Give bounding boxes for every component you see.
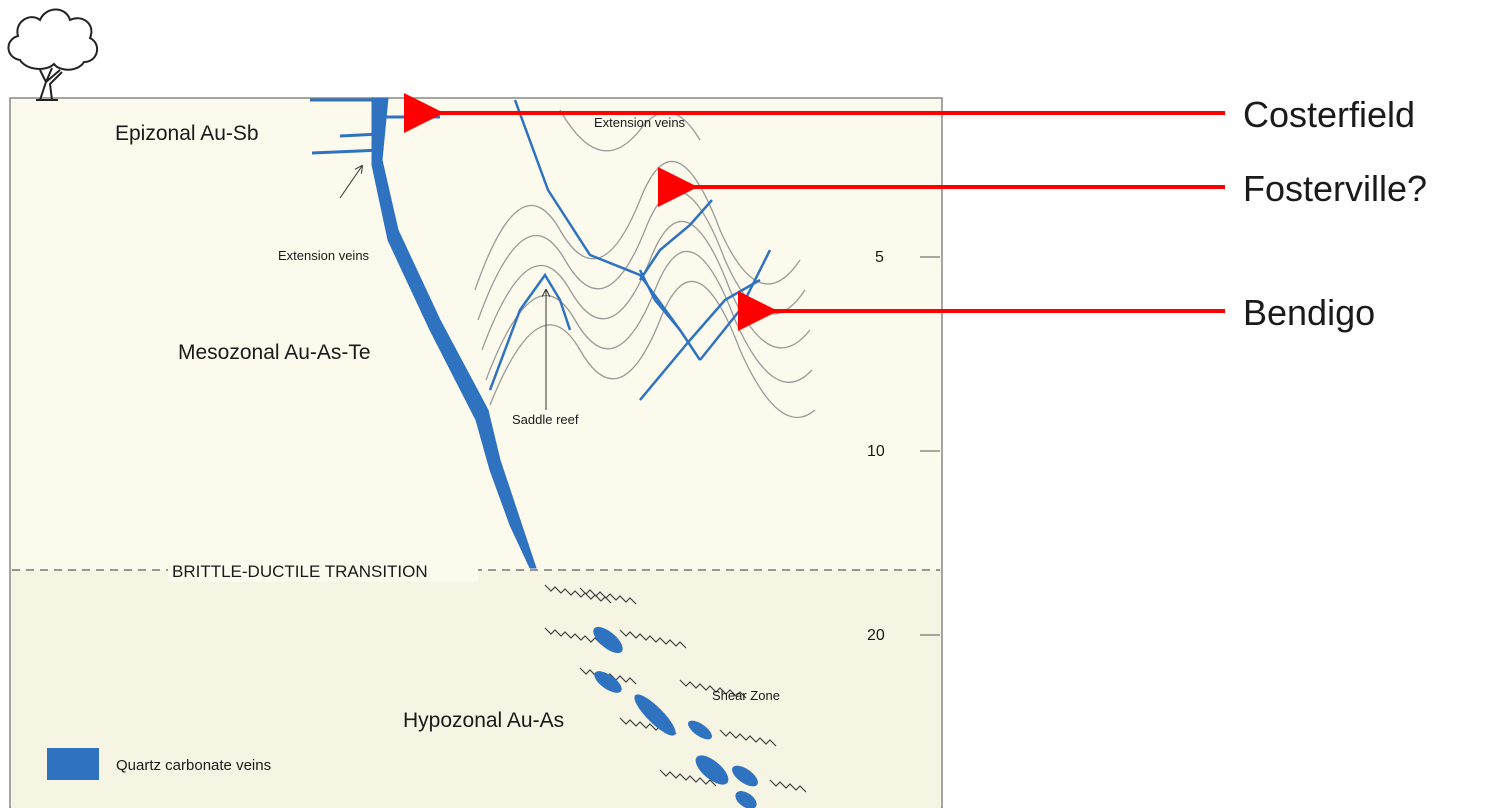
legend: Quartz carbonate veins [47, 748, 271, 780]
depth-tick-label: 5 [875, 249, 884, 266]
zone-label-hypozonal: Hypozonal Au-As [403, 709, 564, 732]
shear-zone-lines [544, 584, 807, 793]
transition-label: BRITTLE-DUCTILE TRANSITION [172, 562, 428, 581]
legend-swatch [47, 748, 99, 780]
zone-label-epizonal: Epizonal Au-Sb [115, 122, 259, 145]
main-fault [371, 97, 537, 569]
legend-label: Quartz carbonate veins [116, 757, 271, 774]
tree-icon [7, 8, 99, 101]
depth-tick-label: 20 [867, 627, 885, 644]
depth-tick-label: 10 [867, 443, 885, 460]
callout-arrows [404, 93, 1225, 331]
extension-veins-label-top: Extension veins [594, 115, 686, 130]
transition-label-bg [168, 558, 478, 582]
saddle-reef-label: Saddle reef [512, 412, 579, 427]
extension-veins-label-left: Extension veins [278, 248, 370, 263]
quartz-lenses [593, 626, 758, 808]
callout-bendigo: Bendigo [1243, 292, 1375, 333]
callout-costerfield: Costerfield [1243, 94, 1415, 135]
callout-fosterville: Fosterville? [1243, 168, 1427, 209]
zone-label-mesozonal: Mesozonal Au-As-Te [178, 341, 371, 364]
shear-zone-label: Shear Zone [712, 688, 780, 703]
depth-axis: 5 10 20 [867, 249, 940, 644]
ductile-zone-bg [11, 570, 941, 808]
extension-veins-pointer [339, 166, 362, 199]
fold-veins [488, 99, 772, 401]
